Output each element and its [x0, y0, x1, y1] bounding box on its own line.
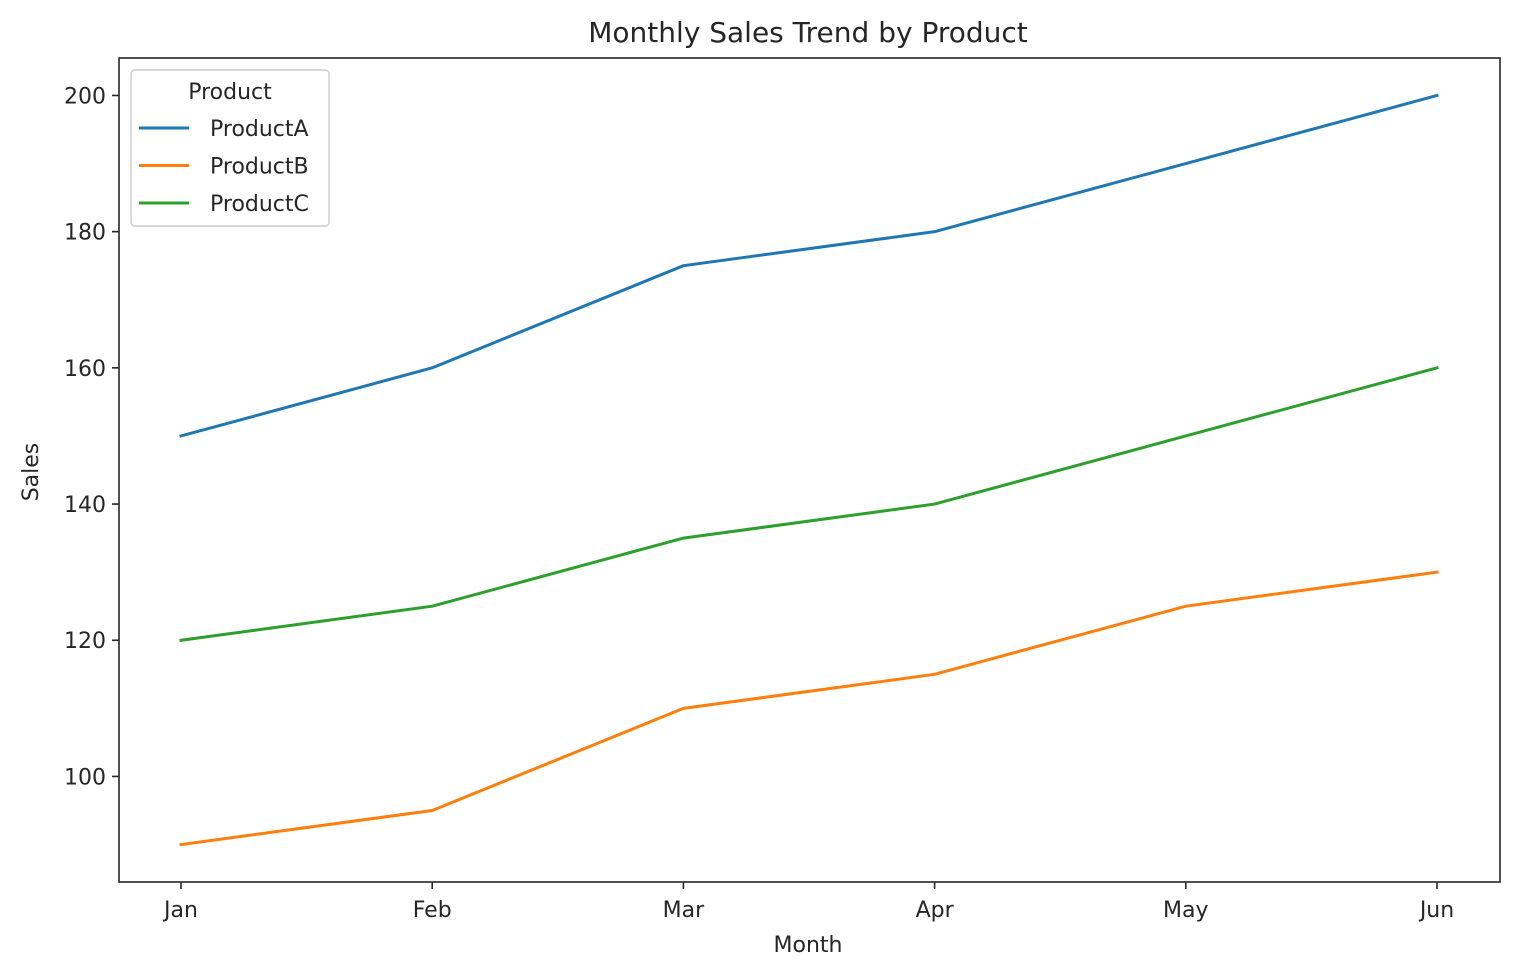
x-tick-label: Feb	[413, 898, 452, 923]
x-axis-ticks: Jan Feb Mar Apr May Jun	[162, 882, 1454, 923]
series-line-productb	[179, 570, 1439, 847]
legend-title: Product	[188, 80, 272, 105]
legend-label-productc: ProductC	[210, 192, 309, 217]
y-tick-label: 180	[64, 221, 106, 246]
x-tick-label: Apr	[916, 898, 955, 923]
x-tick-label: Jan	[162, 898, 198, 923]
y-tick-label: 140	[64, 493, 106, 518]
x-tick-label: Jun	[1418, 898, 1454, 923]
legend-label-productb: ProductB	[210, 155, 309, 180]
legend-box	[130, 69, 330, 227]
series-line-productc	[179, 366, 1439, 642]
y-tick-label: 160	[64, 357, 106, 382]
chart-title: Monthly Sales Trend by Product	[588, 16, 1028, 49]
y-tick-label: 100	[64, 765, 106, 790]
plot-area: 100 120 140 160 180 200 Jan Feb Mar Apr May Jun	[64, 57, 1501, 923]
x-tick-label: May	[1163, 898, 1208, 923]
x-axis-label: Month	[774, 933, 843, 958]
x-tick-label: Mar	[663, 898, 705, 923]
y-tick-label: 120	[64, 629, 106, 654]
y-axis-ticks: 100 120 140 160 180 200	[64, 84, 119, 790]
y-tick-label: 200	[64, 84, 106, 109]
legend-label-producta: ProductA	[210, 117, 309, 142]
series-lines	[179, 93, 1439, 847]
plot-frame	[118, 57, 1501, 883]
y-axis-label: Sales	[19, 443, 44, 502]
legend: Product ProductA ProductB ProductC	[130, 69, 330, 227]
legend-items: ProductA ProductB ProductC	[139, 117, 309, 217]
series-line-producta	[179, 93, 1439, 438]
